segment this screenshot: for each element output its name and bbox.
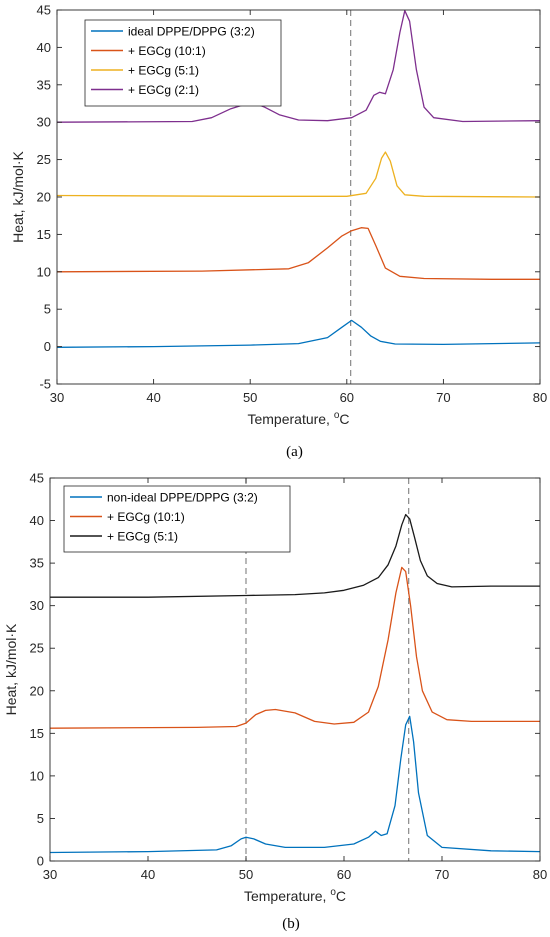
x-tick-label: 40	[146, 390, 160, 405]
y-tick-label: 0	[37, 854, 44, 869]
y-tick-label: 25	[30, 641, 44, 656]
x-tick-label: 40	[141, 867, 155, 882]
x-tick-label: 50	[243, 390, 257, 405]
legend-entry: + EGCg (10:1)	[128, 44, 206, 58]
x-axis-label: Temperature, oC	[244, 887, 346, 904]
panel-label: (b)	[282, 916, 300, 932]
y-tick-label: 35	[37, 77, 51, 92]
panel-label: (a)	[286, 444, 303, 460]
x-axis-label-text: Temperature,	[244, 888, 330, 904]
legend: non-ideal DPPE/DPPG (3:2) + EGCg (10:1) + …	[63, 485, 291, 553]
x-tick-label: 80	[533, 390, 547, 405]
y-tick-label: 45	[30, 471, 44, 486]
y-tick-label: 15	[30, 726, 44, 741]
legend-box	[84, 19, 282, 107]
series-line	[50, 513, 540, 598]
x-tick-label: 60	[337, 867, 351, 882]
y-tick-label: -5	[39, 377, 51, 392]
x-axis-label-superscript: o	[330, 887, 336, 898]
x-tick-label: 70	[436, 390, 450, 405]
axes-frame	[49, 477, 541, 862]
y-tick-label: 0	[44, 339, 51, 354]
legend-entry: + EGCg (2:1)	[128, 83, 199, 97]
x-axis-label: Temperature, oC	[247, 410, 349, 427]
x-axis-label-superscript: o	[334, 410, 340, 421]
x-tick-label: 60	[340, 390, 354, 405]
y-tick-label: 20	[37, 190, 51, 205]
y-tick-label: 20	[30, 683, 44, 698]
legend-entry: + EGCg (10:1)	[107, 510, 185, 524]
y-tick-label: 45	[37, 3, 51, 18]
series-line	[56, 319, 541, 348]
y-tick-label: 35	[30, 556, 44, 571]
legend-entry: + EGCg (5:1)	[107, 530, 178, 544]
y-tick-label: 5	[44, 302, 51, 317]
y-tick-label: 5	[37, 811, 44, 826]
chart-panel-b: 30 40 50 60 70 80 0 5 10 15 20 25 30 35 40 45 Temperatur…	[3, 471, 547, 933]
series-line	[56, 151, 541, 198]
legend-entry: ideal DPPE/DPPG (3:2)	[128, 25, 255, 39]
x-tick-label: 30	[43, 867, 57, 882]
x-tick-label: 30	[50, 390, 64, 405]
y-tick-label: 40	[30, 513, 44, 528]
x-tick-label: 80	[533, 867, 547, 882]
x-tick-label: 50	[239, 867, 253, 882]
y-tick-label: 30	[30, 598, 44, 613]
series-line	[49, 566, 540, 729]
y-axis-label: Heat, kJ/mol·K	[3, 623, 19, 715]
y-tick-label: 10	[30, 768, 44, 783]
y-tick-label: 25	[37, 152, 51, 167]
x-axis-label-unit: C	[339, 411, 349, 427]
y-tick-label: 15	[37, 227, 51, 242]
chart-panel-a: 30 40 50 60 70 80 -5 0 5 10 15 20 25 30 35 40 45 Temperat…	[10, 3, 547, 461]
y-tick-label: 30	[37, 115, 51, 130]
y-axis-label: Heat, kJ/mol·K	[10, 150, 26, 242]
legend-entry: non-ideal DPPE/DPPG (3:2)	[107, 491, 258, 505]
y-tick-label: 10	[37, 264, 51, 279]
series-line	[56, 227, 540, 280]
legend: ideal DPPE/DPPG (3:2) + EGCg (10:1) + EGCg…	[84, 19, 282, 107]
y-tick-label: 40	[37, 40, 51, 55]
x-tick-label: 70	[435, 867, 449, 882]
legend-entry: + EGCg (5:1)	[128, 64, 199, 78]
series-line	[49, 715, 541, 854]
x-axis-label-unit: C	[336, 888, 346, 904]
x-axis-label-text: Temperature,	[247, 411, 333, 427]
